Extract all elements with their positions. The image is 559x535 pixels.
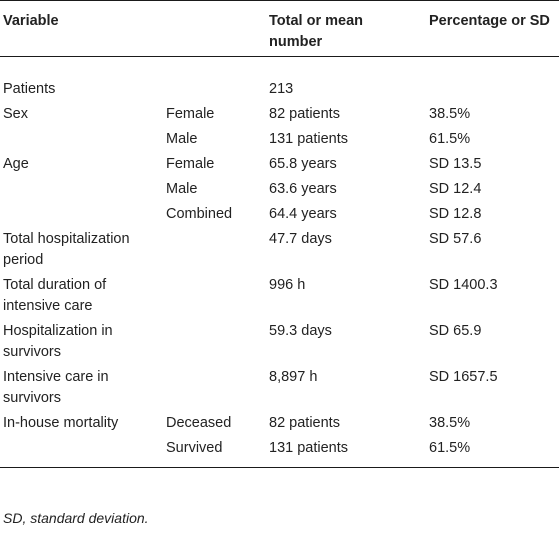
cell-percentage: 61.5% [429,131,471,147]
cell-percentage: SD 1657.5 [429,369,498,385]
cell-subgroup: Deceased [166,415,232,431]
cell-total: 8,897 h [269,369,318,385]
table-row: In-house mortality Deceased 82 patients … [0,411,559,436]
cell-total: 131 patients [266,436,426,468]
cell-variable [0,436,163,468]
cell-total: 47.7 days [269,231,332,247]
cell-variable: In-house mortality [3,415,119,431]
cell-variable: Patients [3,81,56,97]
cell-subgroup: Combined [166,206,233,222]
cell-subgroup: Male [166,131,198,147]
cell-total: 996 h [269,277,306,293]
cell-total: 131 patients [269,131,349,147]
cell-total: 82 patients [269,415,340,431]
cell-total: 65.8 years [269,156,337,172]
cell-subgroup [163,227,266,273]
cell-percentage: SD 12.8 [429,206,482,222]
table-row: Male 131 patients 61.5% [0,127,559,152]
cell-total: 213 [269,81,294,97]
cell-subgroup: Survived [163,436,266,468]
cell-percentage: SD 13.5 [429,156,482,172]
cell-variable [0,177,163,202]
table-footnote: SD, standard deviation. [3,510,149,526]
table-row: Sex Female 82 patients 38.5% [0,102,559,127]
cell-percentage: SD 65.9 [429,323,482,339]
cell-subgroup: Male [166,181,198,197]
cell-variable: Sex [3,106,28,122]
cell-percentage [426,57,559,103]
table-row: Total duration of intensive care 996 h S… [0,273,559,319]
data-table: Variable Total or mean number Percentage… [0,0,559,468]
header-percentage: Percentage or SD [426,0,559,57]
cell-variable [0,202,163,227]
cell-subgroup [163,273,266,319]
cell-total: 63.6 years [269,181,337,197]
cell-total: 82 patients [269,106,340,122]
cell-subgroup [163,365,266,411]
table-row: Intensive care in survivors 8,897 h SD 1… [0,365,559,411]
table-row: Combined 64.4 years SD 12.8 [0,202,559,227]
cell-subgroup [163,57,266,103]
cell-percentage: 38.5% [429,106,471,122]
cell-percentage: 38.5% [429,415,471,431]
header-variable: Variable [0,0,163,57]
cell-variable: Total duration of intensive care [3,277,107,314]
table-row: Patients 213 [0,57,559,103]
cell-variable [0,127,163,152]
cell-percentage: 61.5% [426,436,559,468]
table-row: Hospitalization in survivors 59.3 days S… [0,319,559,365]
cell-variable: Intensive care in survivors [3,369,109,406]
cell-percentage: SD 12.4 [429,181,482,197]
cell-subgroup [163,319,266,365]
header-total: Total or mean number [266,0,426,57]
table-row: Male 63.6 years SD 12.4 [0,177,559,202]
cell-subgroup: Female [166,106,215,122]
cell-percentage: SD 57.6 [429,231,482,247]
cell-total: 64.4 years [269,206,337,222]
cell-variable: Total hospitalization period [3,231,130,268]
cell-percentage: SD 1400.3 [429,277,498,293]
header-row: Variable Total or mean number Percentage… [0,0,559,57]
header-subgroup [163,0,266,57]
table-row: Age Female 65.8 years SD 13.5 [0,152,559,177]
cell-variable: Hospitalization in survivors [3,323,113,360]
table-row: Total hospitalization period 47.7 days S… [0,227,559,273]
table-row: Survived 131 patients 61.5% [0,436,559,468]
cell-variable: Age [3,156,29,172]
cell-total: 59.3 days [269,323,332,339]
cell-subgroup: Female [166,156,215,172]
